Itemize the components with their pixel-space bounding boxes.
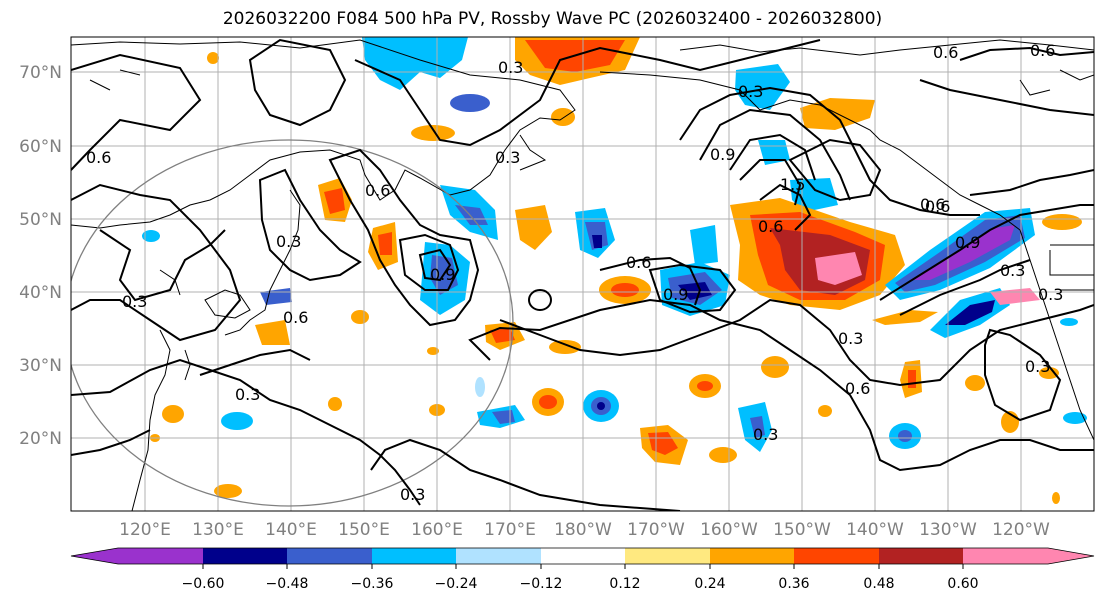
- lon-label: 130°W: [919, 520, 977, 540]
- contour-label: 0.9: [663, 285, 688, 304]
- lat-label: 20°N: [19, 429, 62, 449]
- colorbar-tick-label: 0.48: [863, 576, 894, 592]
- contour-label: 0.3: [738, 82, 763, 101]
- lon-label: 150°E: [338, 520, 390, 540]
- contour-labels: 0.6 0.3 0.6 0.3 0.9 1.5 0.6 0.6 0.6 0.9 …: [86, 41, 1063, 504]
- colorbar-segment: [118, 548, 203, 564]
- map-area: 0.6 0.3 0.6 0.3 0.9 1.5 0.6 0.6 0.6 0.9 …: [71, 37, 1094, 511]
- contour-label: 0.6: [365, 181, 390, 200]
- colorbar-segment: [794, 548, 879, 564]
- colorbar-tick-label: 0.36: [778, 576, 809, 592]
- contour-label: 0.6: [933, 43, 958, 62]
- contour-label: 1.5: [780, 175, 805, 194]
- colorbar-segment: [1048, 548, 1094, 564]
- colorbar-segment: [625, 548, 710, 564]
- contour-label: 0.3: [1000, 261, 1025, 280]
- colorbar-segment: [71, 548, 118, 564]
- lon-label: 130°E: [192, 520, 244, 540]
- contour-label: 0.6: [626, 253, 651, 272]
- colorbar-segment: [879, 548, 963, 564]
- contour-label: 0.3: [1025, 357, 1050, 376]
- colorbar-tick-label: −0.48: [266, 576, 309, 592]
- lat-label: 60°N: [19, 137, 62, 157]
- contour-label: 0.6: [845, 379, 870, 398]
- colorbar-segment: [287, 548, 372, 564]
- colorbar-tick-label: −0.60: [182, 576, 225, 592]
- lat-label: 40°N: [19, 283, 62, 303]
- contour-label: 0.6: [925, 197, 950, 216]
- colorbar-segment: [710, 548, 794, 564]
- lon-label: 180°W: [554, 520, 612, 540]
- colorbar-segment: [963, 548, 1048, 564]
- contour-label: 0.6: [283, 308, 308, 327]
- lon-label: 120°E: [119, 520, 171, 540]
- contour-label: 0.6: [86, 148, 111, 167]
- colorbar: −0.60 −0.48 −0.36 −0.24 −0.12 0.12 0.24 …: [70, 547, 1095, 592]
- lat-label: 30°N: [19, 356, 62, 376]
- contour-label: 0.3: [276, 232, 301, 251]
- colorbar-tick-label: 0.60: [947, 576, 978, 592]
- map-title: 2026032200 F084 500 hPa PV, Rossby Wave …: [222, 9, 883, 29]
- contour-label: 0.3: [498, 58, 523, 77]
- pv-shading: [142, 37, 1087, 504]
- contour-label: 0.3: [495, 148, 520, 167]
- contour-label: 0.9: [710, 145, 735, 164]
- colorbar-tick-label: −0.36: [351, 576, 394, 592]
- contour-label: 0.3: [753, 425, 778, 444]
- contour-label: 0.9: [430, 265, 455, 284]
- colorbar-segment: [372, 548, 456, 564]
- contour-label: 0.3: [235, 385, 260, 404]
- contour-label: 0.3: [122, 292, 147, 311]
- lat-label: 70°N: [19, 63, 62, 83]
- colorbar-tick-label: 0.12: [609, 576, 640, 592]
- coastlines: [71, 39, 1094, 511]
- range-circle: [71, 139, 514, 507]
- latitude-labels: 70°N 60°N 50°N 40°N 30°N 20°N: [19, 63, 62, 449]
- lon-label: 160°W: [700, 520, 758, 540]
- colorbar-tick-label: 0.24: [694, 576, 725, 592]
- lon-label: 120°W: [992, 520, 1050, 540]
- contour-label: 0.3: [400, 485, 425, 504]
- colorbar-segment: [541, 548, 625, 564]
- longitude-labels: 120°E 130°E 140°E 150°E 160°E 170°E 180°…: [119, 520, 1050, 540]
- map-frame: [70, 36, 1095, 512]
- contour-label: 0.6: [1030, 41, 1055, 60]
- lon-label: 160°E: [411, 520, 463, 540]
- colorbar-tick-label: −0.12: [520, 576, 563, 592]
- lon-label: 140°W: [846, 520, 904, 540]
- lon-label: 140°E: [265, 520, 317, 540]
- contour-label: 0.3: [1038, 285, 1063, 304]
- pv-contours: [71, 38, 1094, 511]
- contour-label: 0.6: [758, 217, 783, 236]
- lon-label: 150°W: [773, 520, 831, 540]
- contour-label: 0.6: [920, 195, 945, 214]
- colorbar-segment: [456, 548, 541, 564]
- colorbar-tick-label: −0.24: [435, 576, 478, 592]
- contour-label: 0.9: [955, 233, 980, 252]
- colorbar-segment: [203, 548, 287, 564]
- lon-label: 170°W: [627, 520, 685, 540]
- lat-label: 50°N: [19, 210, 62, 230]
- lon-label: 170°E: [484, 520, 536, 540]
- contour-label: 0.3: [838, 329, 863, 348]
